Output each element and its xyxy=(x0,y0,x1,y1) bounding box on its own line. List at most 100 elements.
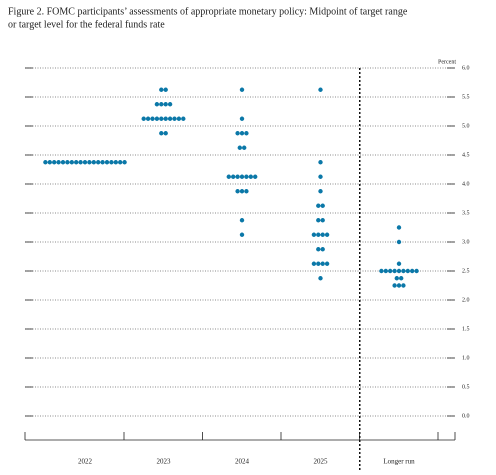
dot xyxy=(239,116,245,121)
y-tick-label: 2.5 xyxy=(462,268,470,274)
dot xyxy=(237,145,242,150)
dot xyxy=(311,232,317,237)
dot xyxy=(320,247,325,252)
x-tick-label: 2022 xyxy=(78,458,93,466)
dot xyxy=(167,102,173,107)
dot xyxy=(410,268,415,274)
y-tick-label: 5.0 xyxy=(462,123,470,129)
dot xyxy=(47,160,52,165)
dot xyxy=(242,145,247,150)
y-tick-label: 0.5 xyxy=(462,384,470,390)
dot xyxy=(78,160,83,165)
dot xyxy=(226,174,231,179)
x-tick-label: Longer run xyxy=(383,458,415,466)
dot xyxy=(172,116,177,121)
dot xyxy=(159,116,164,121)
y-tick-label: 5.5 xyxy=(462,94,470,100)
dot xyxy=(401,268,406,274)
dot xyxy=(141,116,146,121)
dot xyxy=(159,102,164,107)
y-tick-label: 2.0 xyxy=(462,297,470,303)
dot xyxy=(239,174,245,179)
dot xyxy=(316,232,321,237)
dot xyxy=(235,189,240,194)
dot xyxy=(82,160,88,165)
dot xyxy=(324,232,330,237)
dot xyxy=(122,160,127,165)
dot xyxy=(96,160,101,165)
dot xyxy=(318,189,323,194)
dot xyxy=(320,203,325,208)
dot xyxy=(163,131,168,136)
dot xyxy=(253,174,258,179)
y-tick-label: 3.5 xyxy=(462,210,470,216)
dot xyxy=(91,160,97,165)
dot xyxy=(163,87,168,92)
dot xyxy=(244,174,249,179)
dot xyxy=(414,268,419,274)
dot xyxy=(316,261,321,266)
dot xyxy=(316,218,321,223)
dot xyxy=(150,116,155,121)
dot xyxy=(383,268,388,274)
dot xyxy=(113,160,119,165)
dot xyxy=(396,239,402,245)
dot xyxy=(52,160,57,165)
dot xyxy=(87,160,92,165)
dot xyxy=(244,189,249,194)
dot xyxy=(379,268,384,274)
dot xyxy=(405,268,410,274)
dot xyxy=(239,131,245,136)
dot xyxy=(100,160,105,165)
dot xyxy=(118,160,123,165)
dot xyxy=(401,283,406,288)
dot xyxy=(74,160,79,165)
y-tick-label: 4.5 xyxy=(462,152,470,158)
chart-title: Figure 2. FOMC participants’ assessments… xyxy=(8,6,408,17)
dot xyxy=(318,174,323,179)
dot xyxy=(163,102,168,107)
dot xyxy=(154,102,160,107)
dot xyxy=(239,189,245,194)
dot xyxy=(159,131,164,136)
dot xyxy=(60,160,66,165)
dot xyxy=(235,131,240,136)
dot xyxy=(396,261,402,266)
y-tick-label: 1.5 xyxy=(462,326,470,332)
dot xyxy=(318,87,323,92)
dot xyxy=(69,160,75,165)
dot xyxy=(244,131,249,136)
dot xyxy=(396,283,402,288)
dot xyxy=(235,174,240,179)
dot xyxy=(181,116,186,121)
dot xyxy=(145,116,151,121)
dot xyxy=(396,268,402,274)
dot xyxy=(316,247,321,252)
dot xyxy=(388,268,393,274)
dot xyxy=(239,87,245,92)
y-tick-label: 0.0 xyxy=(462,413,470,419)
dot xyxy=(318,160,323,165)
dot xyxy=(248,174,253,179)
dot xyxy=(320,232,325,237)
dot xyxy=(392,283,397,288)
chart-subtitle: or target level for the federal funds ra… xyxy=(8,19,165,30)
dot xyxy=(320,218,325,223)
dot xyxy=(394,276,399,281)
dot xyxy=(109,160,114,165)
dot xyxy=(163,116,168,121)
dot xyxy=(239,218,245,223)
dot xyxy=(176,116,182,121)
dot xyxy=(159,87,164,92)
y-axis-label: Percent xyxy=(438,59,456,65)
dot xyxy=(318,276,323,281)
dot xyxy=(43,160,48,165)
dot xyxy=(239,232,245,237)
dot xyxy=(392,268,397,274)
y-tick-label: 4.0 xyxy=(462,181,470,187)
dot xyxy=(104,160,110,165)
dot xyxy=(324,261,330,266)
y-tick-label: 6.0 xyxy=(462,65,470,71)
dot xyxy=(311,261,317,266)
y-tick-label: 1.0 xyxy=(462,355,470,361)
